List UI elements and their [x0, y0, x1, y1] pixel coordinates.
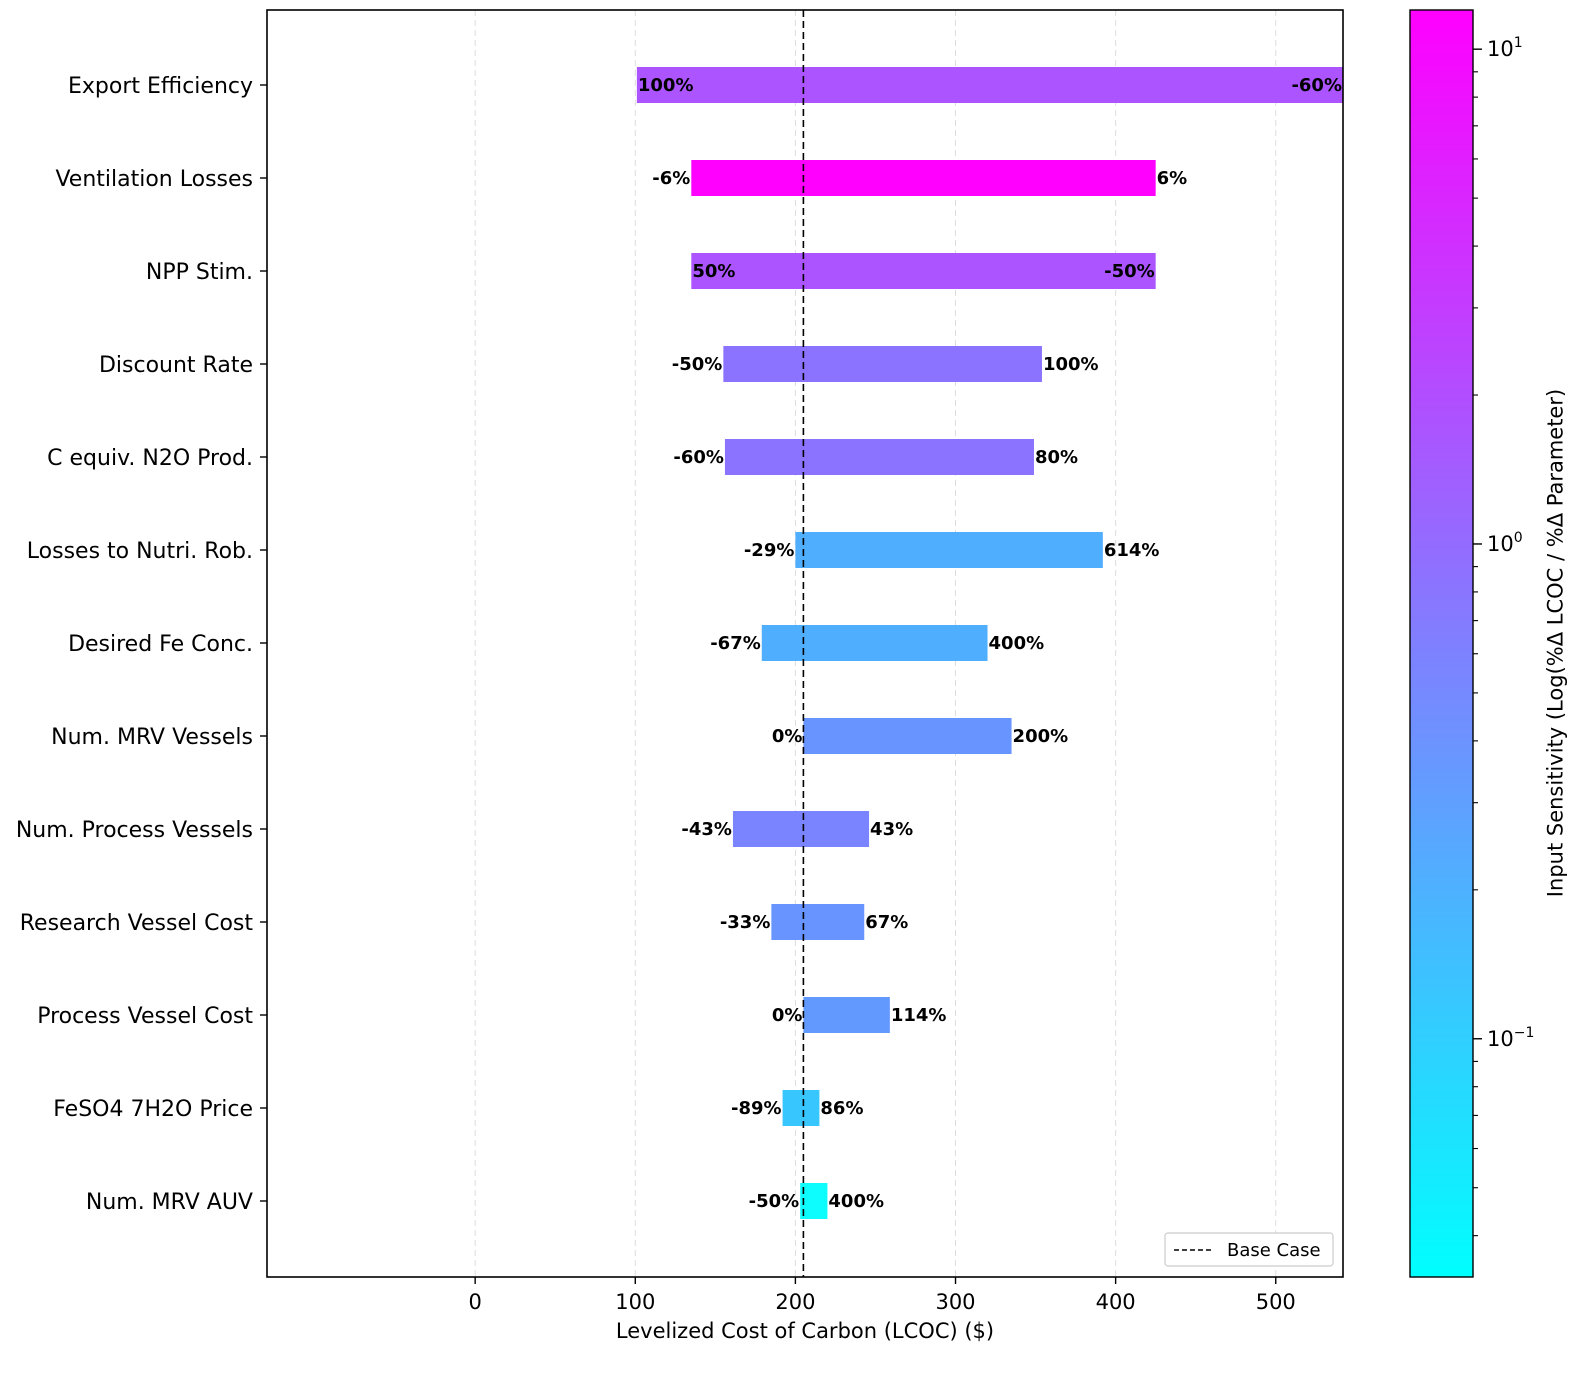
y-tick-label-9: Research Vessel Cost [20, 911, 254, 936]
x-tick-label-4: 400 [1096, 1290, 1136, 1314]
bar-10 [803, 997, 890, 1033]
bar-label-high-2: -50% [1104, 261, 1155, 282]
x-axis: 0 100 200 300 400 500 [468, 1277, 1296, 1314]
bar-label-high-3: 100% [1043, 354, 1099, 375]
colorbar-tick-label-0: 101 [1487, 35, 1523, 61]
x-axis-label: Levelized Cost of Carbon (LCOC) ($) [616, 1319, 994, 1343]
y-tick-label-2: NPP Stim. [146, 260, 253, 285]
bar-label-high-1: 6% [1157, 168, 1188, 189]
y-tick-label-4: C equiv. N2O Prod. [47, 446, 253, 471]
bar-label-low-10: 0% [772, 1005, 803, 1026]
x-tick-label-1: 100 [615, 1290, 655, 1314]
x-tick-label-2: 200 [775, 1290, 815, 1314]
y-tick-label-6: Desired Fe Conc. [68, 632, 253, 657]
y-tick-label-0: Export Efficiency [68, 74, 253, 99]
bar-label-high-0: -60% [1291, 75, 1342, 96]
y-tick-label-12: Num. MRV AUV [86, 1190, 253, 1215]
x-tick-label-5: 500 [1256, 1290, 1296, 1314]
bar-9 [771, 904, 865, 940]
bar-label-high-11: 86% [820, 1098, 863, 1119]
legend-label-base-case: Base Case [1227, 1240, 1321, 1261]
bars [636, 67, 1343, 1219]
bar-7 [803, 718, 1012, 754]
bar-label-high-4: 80% [1035, 447, 1078, 468]
colorbar-gradient [1409, 9, 1474, 1278]
bar-labels: 100% -60% -6% 6% 50% -50% -50% 100% -60% 80% -29% 6… [638, 75, 1342, 1212]
bar-11 [782, 1090, 820, 1126]
bar-label-low-2: 50% [692, 261, 735, 282]
bar-label-low-7: 0% [772, 726, 803, 747]
bar-label-low-9: -33% [720, 912, 771, 933]
y-tick-label-8: Num. Process Vessels [16, 818, 253, 843]
x-tick-label-3: 300 [935, 1290, 975, 1314]
bar-label-high-5: 614% [1104, 540, 1160, 561]
bar-8 [732, 811, 870, 847]
bar-label-low-1: -6% [652, 168, 690, 189]
bar-label-high-7: 200% [1013, 726, 1069, 747]
colorbar: 101 100 10−1 Input Sensitivity (Log(%Δ LCO… [1409, 9, 1567, 1278]
colorbar-tick-label-1: 100 [1487, 530, 1523, 556]
bar-label-high-8: 43% [870, 819, 913, 840]
bar-label-high-12: 400% [828, 1191, 884, 1212]
bar-label-low-8: -43% [681, 819, 732, 840]
colorbar-tick-label-2: 10−1 [1487, 1025, 1534, 1051]
y-tick-label-1: Ventilation Losses [55, 167, 253, 192]
bar-3 [723, 346, 1042, 382]
bar-label-low-5: -29% [744, 540, 795, 561]
y-tick-label-11: FeSO4 7H2O Price [53, 1097, 253, 1122]
legend: Base Case [1164, 1232, 1334, 1267]
y-tick-label-3: Discount Rate [99, 353, 253, 378]
x-tick-label-0: 0 [468, 1290, 481, 1314]
y-axis: Export Efficiency Ventilation Losses NPP S… [16, 74, 267, 1215]
bar-4 [724, 439, 1034, 475]
bar-label-low-0: 100% [638, 75, 694, 96]
legend-box [1164, 1232, 1334, 1267]
bar-label-high-9: 67% [865, 912, 908, 933]
bar-label-high-10: 114% [891, 1005, 947, 1026]
y-tick-label-5: Losses to Nutri. Rob. [27, 539, 253, 564]
y-tick-label-7: Num. MRV Vessels [51, 725, 253, 750]
bar-label-low-4: -60% [673, 447, 724, 468]
colorbar-ticks: 101 100 10−1 [1473, 35, 1534, 1237]
bar-label-low-12: -50% [749, 1191, 800, 1212]
bar-12 [800, 1183, 828, 1219]
bar-label-high-6: 400% [989, 633, 1045, 654]
bar-2 [691, 253, 1156, 289]
colorbar-label: Input Sensitivity (Log(%Δ LCOC / %Δ Para… [1543, 389, 1567, 897]
bar-1 [691, 160, 1156, 196]
bar-label-low-11: -89% [731, 1098, 782, 1119]
bar-6 [761, 625, 988, 661]
bar-5 [795, 532, 1103, 568]
y-tick-label-10: Process Vessel Cost [37, 1004, 253, 1029]
bar-label-low-6: -67% [710, 633, 761, 654]
bar-0 [636, 67, 1343, 103]
bar-label-low-3: -50% [672, 354, 723, 375]
